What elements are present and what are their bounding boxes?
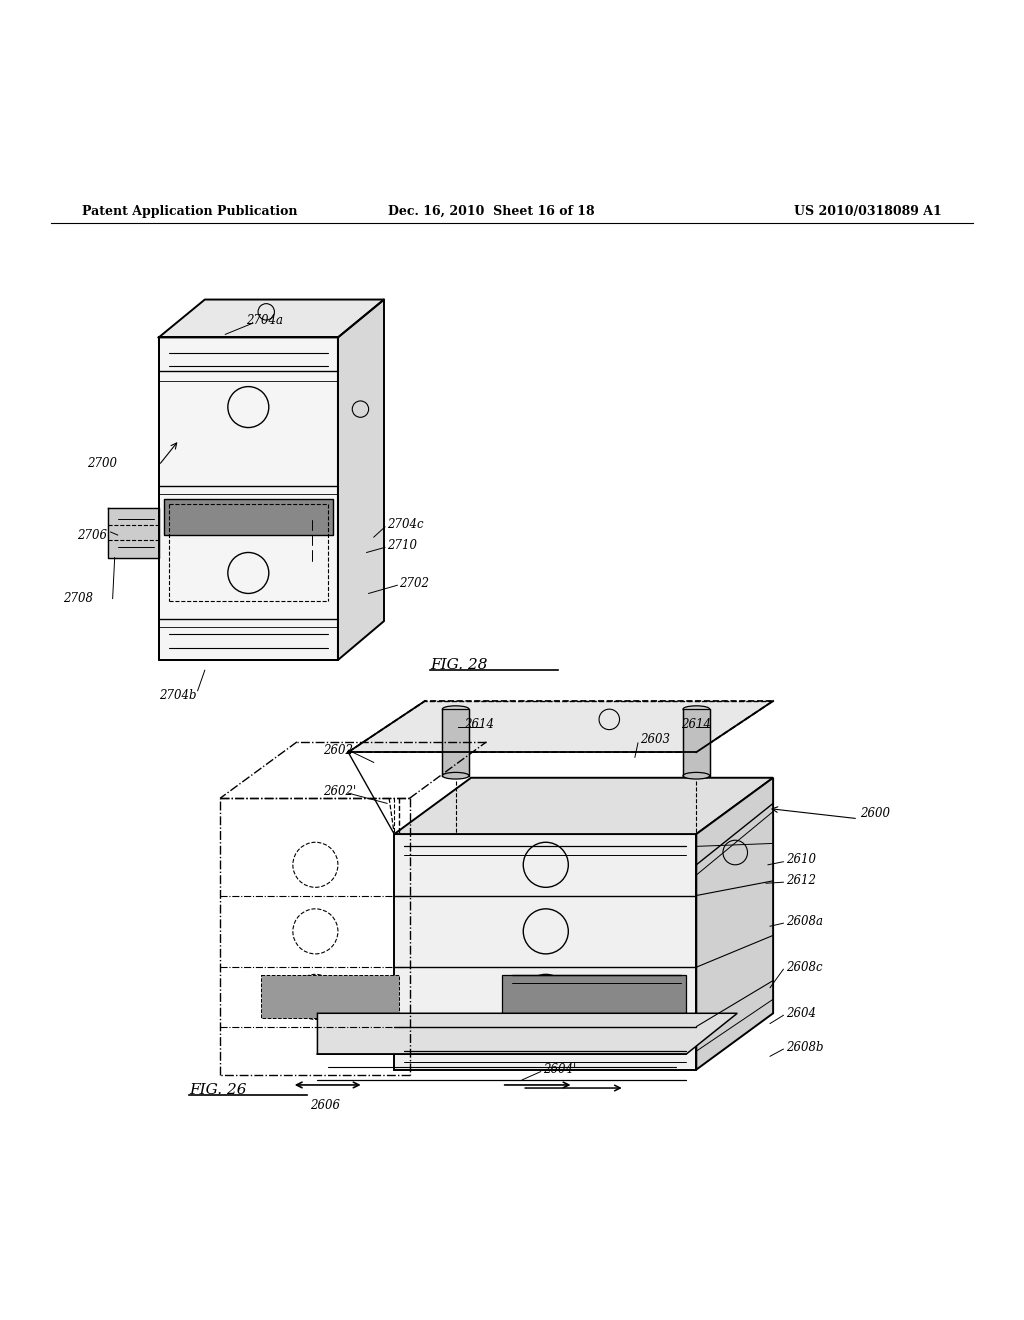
Text: 2606: 2606 xyxy=(310,1100,340,1111)
Polygon shape xyxy=(338,300,384,660)
Text: US 2010/0318089 A1: US 2010/0318089 A1 xyxy=(795,205,942,218)
Polygon shape xyxy=(394,834,696,1069)
Text: FIG. 28: FIG. 28 xyxy=(430,659,487,672)
Ellipse shape xyxy=(442,706,469,713)
Text: 2603: 2603 xyxy=(640,734,670,746)
Text: 2608c: 2608c xyxy=(786,961,823,974)
Ellipse shape xyxy=(683,706,710,713)
Text: 2708: 2708 xyxy=(63,593,93,605)
Text: 2706: 2706 xyxy=(77,528,106,541)
Ellipse shape xyxy=(442,772,469,779)
Text: 2710: 2710 xyxy=(387,539,417,552)
Text: 2608a: 2608a xyxy=(786,915,823,928)
Text: 2604: 2604 xyxy=(786,1007,816,1020)
Text: Patent Application Publication: Patent Application Publication xyxy=(82,205,297,218)
Polygon shape xyxy=(317,1014,737,1055)
Text: 2608b: 2608b xyxy=(786,1040,824,1053)
Bar xyxy=(164,499,333,535)
Text: 2614: 2614 xyxy=(464,718,494,731)
Text: 2612: 2612 xyxy=(786,874,816,887)
Polygon shape xyxy=(696,777,773,1069)
Text: FIG. 26: FIG. 26 xyxy=(189,1084,247,1097)
Text: 2602': 2602' xyxy=(323,784,355,797)
Text: 2602: 2602 xyxy=(323,743,352,756)
Text: 2614: 2614 xyxy=(681,718,711,731)
Polygon shape xyxy=(394,777,773,834)
Bar xyxy=(442,709,469,776)
Text: 2600: 2600 xyxy=(860,807,890,820)
Polygon shape xyxy=(108,508,159,557)
Polygon shape xyxy=(159,338,338,660)
Text: Dec. 16, 2010  Sheet 16 of 18: Dec. 16, 2010 Sheet 16 of 18 xyxy=(388,205,595,218)
Text: 2610: 2610 xyxy=(786,853,816,866)
Text: 2604': 2604' xyxy=(543,1063,575,1076)
Text: 2704c: 2704c xyxy=(387,519,424,532)
Text: 2700: 2700 xyxy=(87,457,117,470)
Text: 2702: 2702 xyxy=(399,577,429,590)
Polygon shape xyxy=(159,300,384,338)
Bar xyxy=(261,975,399,1019)
Bar xyxy=(683,709,710,776)
Polygon shape xyxy=(348,701,773,752)
Text: 2704a: 2704a xyxy=(246,314,283,326)
Text: 2704b: 2704b xyxy=(159,689,197,702)
Polygon shape xyxy=(502,975,686,1019)
Ellipse shape xyxy=(683,772,710,779)
